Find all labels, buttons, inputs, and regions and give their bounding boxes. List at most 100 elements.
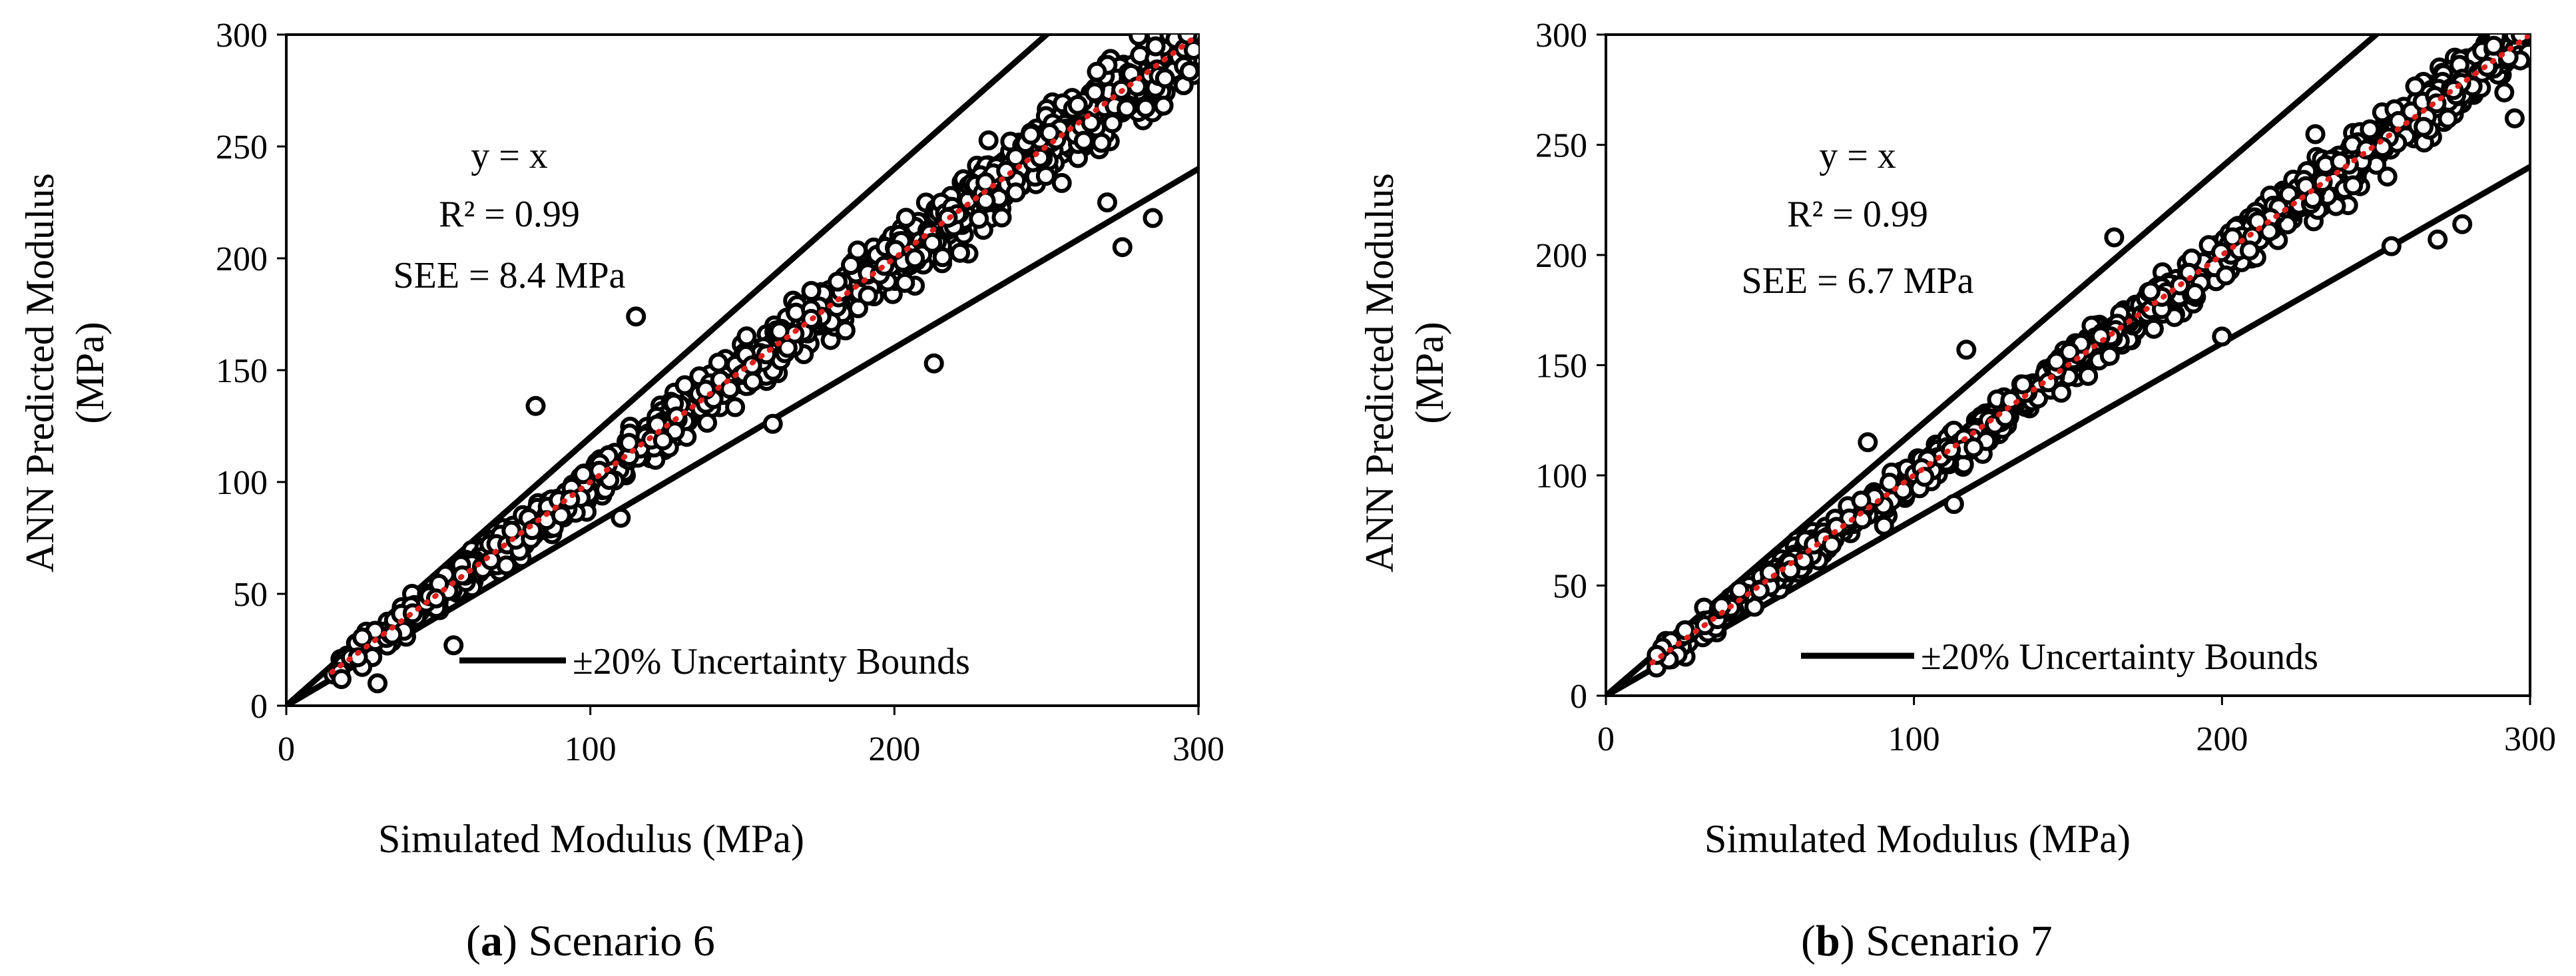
x-tick-label-b: 100 xyxy=(1888,720,1940,758)
data-point-b xyxy=(2216,265,2236,286)
data-point-a xyxy=(1085,82,1105,103)
data-point-a xyxy=(1005,147,1026,168)
data-point-a xyxy=(975,190,996,211)
data-point-b xyxy=(2104,227,2125,248)
data-point-a xyxy=(331,669,352,689)
data-point-b xyxy=(2239,240,2260,261)
data-point-b xyxy=(2305,124,2326,144)
data-point-b xyxy=(2046,352,2067,372)
data-point-a xyxy=(708,352,728,373)
data-point-a xyxy=(978,130,999,150)
data-point-a xyxy=(697,413,718,433)
data-point-a xyxy=(1021,124,1041,145)
annotation-b-see: SEE = 6.7 MPa xyxy=(1742,260,1974,302)
data-point-b xyxy=(1858,432,1878,453)
data-point-a xyxy=(1155,68,1175,89)
data-point-b xyxy=(2211,242,2231,262)
data-point-b xyxy=(2504,108,2525,128)
data-point-b xyxy=(2438,109,2458,129)
data-point-b xyxy=(1943,494,1964,514)
data-point-b xyxy=(1879,473,1900,493)
data-point-a xyxy=(611,507,631,528)
data-point-a xyxy=(736,326,757,347)
plot-content-b xyxy=(1606,35,2530,696)
data-point-a xyxy=(619,433,639,453)
data-point-b xyxy=(2141,281,2161,302)
y-tick-label-a: 150 xyxy=(216,352,268,390)
data-point-a xyxy=(443,635,464,656)
x-tick-label-a: 100 xyxy=(565,730,617,768)
y-tick-label-a: 250 xyxy=(216,128,268,166)
data-point-a xyxy=(1129,35,1149,46)
data-point-b xyxy=(1963,437,1984,457)
data-point-b xyxy=(2302,188,2323,209)
data-point-b xyxy=(2377,166,2398,187)
data-point-b xyxy=(2452,214,2473,234)
ylabel-b-line1: ANN Predicted Modulus xyxy=(1358,173,1402,573)
data-point-b xyxy=(2494,82,2515,103)
data-point-a xyxy=(777,338,798,358)
x-tick-label-b: 300 xyxy=(2504,720,2556,758)
identity-line-b xyxy=(1649,35,2530,666)
x-tick-label-b: 0 xyxy=(1597,720,1615,758)
data-point-a xyxy=(1183,40,1198,60)
y-tick-label-a: 100 xyxy=(216,464,268,502)
data-point-b xyxy=(2222,227,2243,248)
data-point-b xyxy=(2360,119,2380,140)
plot-content-a xyxy=(286,35,1198,706)
data-point-a xyxy=(725,397,746,417)
y-tick-label-b: 150 xyxy=(1535,348,1587,385)
ylabel-b-line2: (MPa) xyxy=(1408,322,1451,423)
data-point-b xyxy=(2099,346,2120,366)
caption-b-letter: b xyxy=(1816,917,1840,965)
data-point-a xyxy=(969,208,989,229)
y-tick-label-b: 300 xyxy=(1535,17,1587,55)
annotation-b-r2: R² = 0.99 xyxy=(1787,194,1928,235)
data-point-a xyxy=(1035,166,1056,186)
data-point-a xyxy=(858,286,878,306)
data-point-a xyxy=(896,208,916,228)
data-point-a xyxy=(905,248,925,268)
annotation-b-eq: y = x xyxy=(1819,135,1896,176)
caption-b: (b) Scenario 7 xyxy=(1801,917,2053,965)
y-tick-label-b: 100 xyxy=(1535,457,1587,495)
plot-area-a: 0 100 200 300 0 50 100 150 200 250 300 xyxy=(216,17,1224,768)
data-point-b xyxy=(2051,382,2071,403)
data-point-a xyxy=(1143,208,1163,228)
y-tick-label-a: 0 xyxy=(250,688,268,726)
data-point-a xyxy=(573,464,593,485)
data-point-a xyxy=(501,521,522,541)
panel-b: 0 100 200 300 0 50 100 150 200 250 300 ANN Predict… xyxy=(1358,17,2556,965)
lower-bound-line-a xyxy=(286,166,1198,706)
data-point-a xyxy=(352,627,373,648)
data-point-a xyxy=(1117,98,1137,119)
ylabel-a-line2: (MPa) xyxy=(68,322,112,423)
data-point-b xyxy=(2059,342,2080,362)
data-point-b xyxy=(1956,340,1977,360)
x-tick-label-a: 0 xyxy=(278,730,295,768)
data-point-b xyxy=(1749,581,1770,601)
y-tick-label-b: 200 xyxy=(1535,237,1587,275)
plot-area-b: 0 100 200 300 0 50 100 150 200 250 300 xyxy=(1535,17,2556,758)
data-point-a xyxy=(1153,95,1174,116)
data-point-a xyxy=(1087,61,1107,82)
data-point-a xyxy=(828,272,848,292)
data-point-b xyxy=(2428,229,2448,250)
data-point-a xyxy=(720,379,740,399)
data-point-a xyxy=(762,413,783,434)
data-point-a xyxy=(1102,113,1123,134)
caption-a-text: ) Scenario 6 xyxy=(503,917,715,965)
legend-b-label: ±20% Uncertainty Bounds xyxy=(1921,636,2318,678)
x-tick-label-a: 200 xyxy=(868,730,920,768)
data-point-a xyxy=(1005,182,1026,202)
legend-a-label: ±20% Uncertainty Bounds xyxy=(573,641,970,682)
data-point-a xyxy=(368,673,387,694)
data-point-b xyxy=(1851,490,1872,511)
panel-a: 0 100 200 300 0 50 100 150 200 250 300 ANN Predict… xyxy=(18,17,1224,965)
y-tick-label-a: 300 xyxy=(216,17,268,55)
identity-line-a xyxy=(329,35,1198,675)
data-point-a xyxy=(991,207,1012,228)
data-point-a xyxy=(922,232,943,253)
annotation-a-see: SEE = 8.4 MPa xyxy=(393,255,626,296)
data-point-a xyxy=(835,320,856,341)
